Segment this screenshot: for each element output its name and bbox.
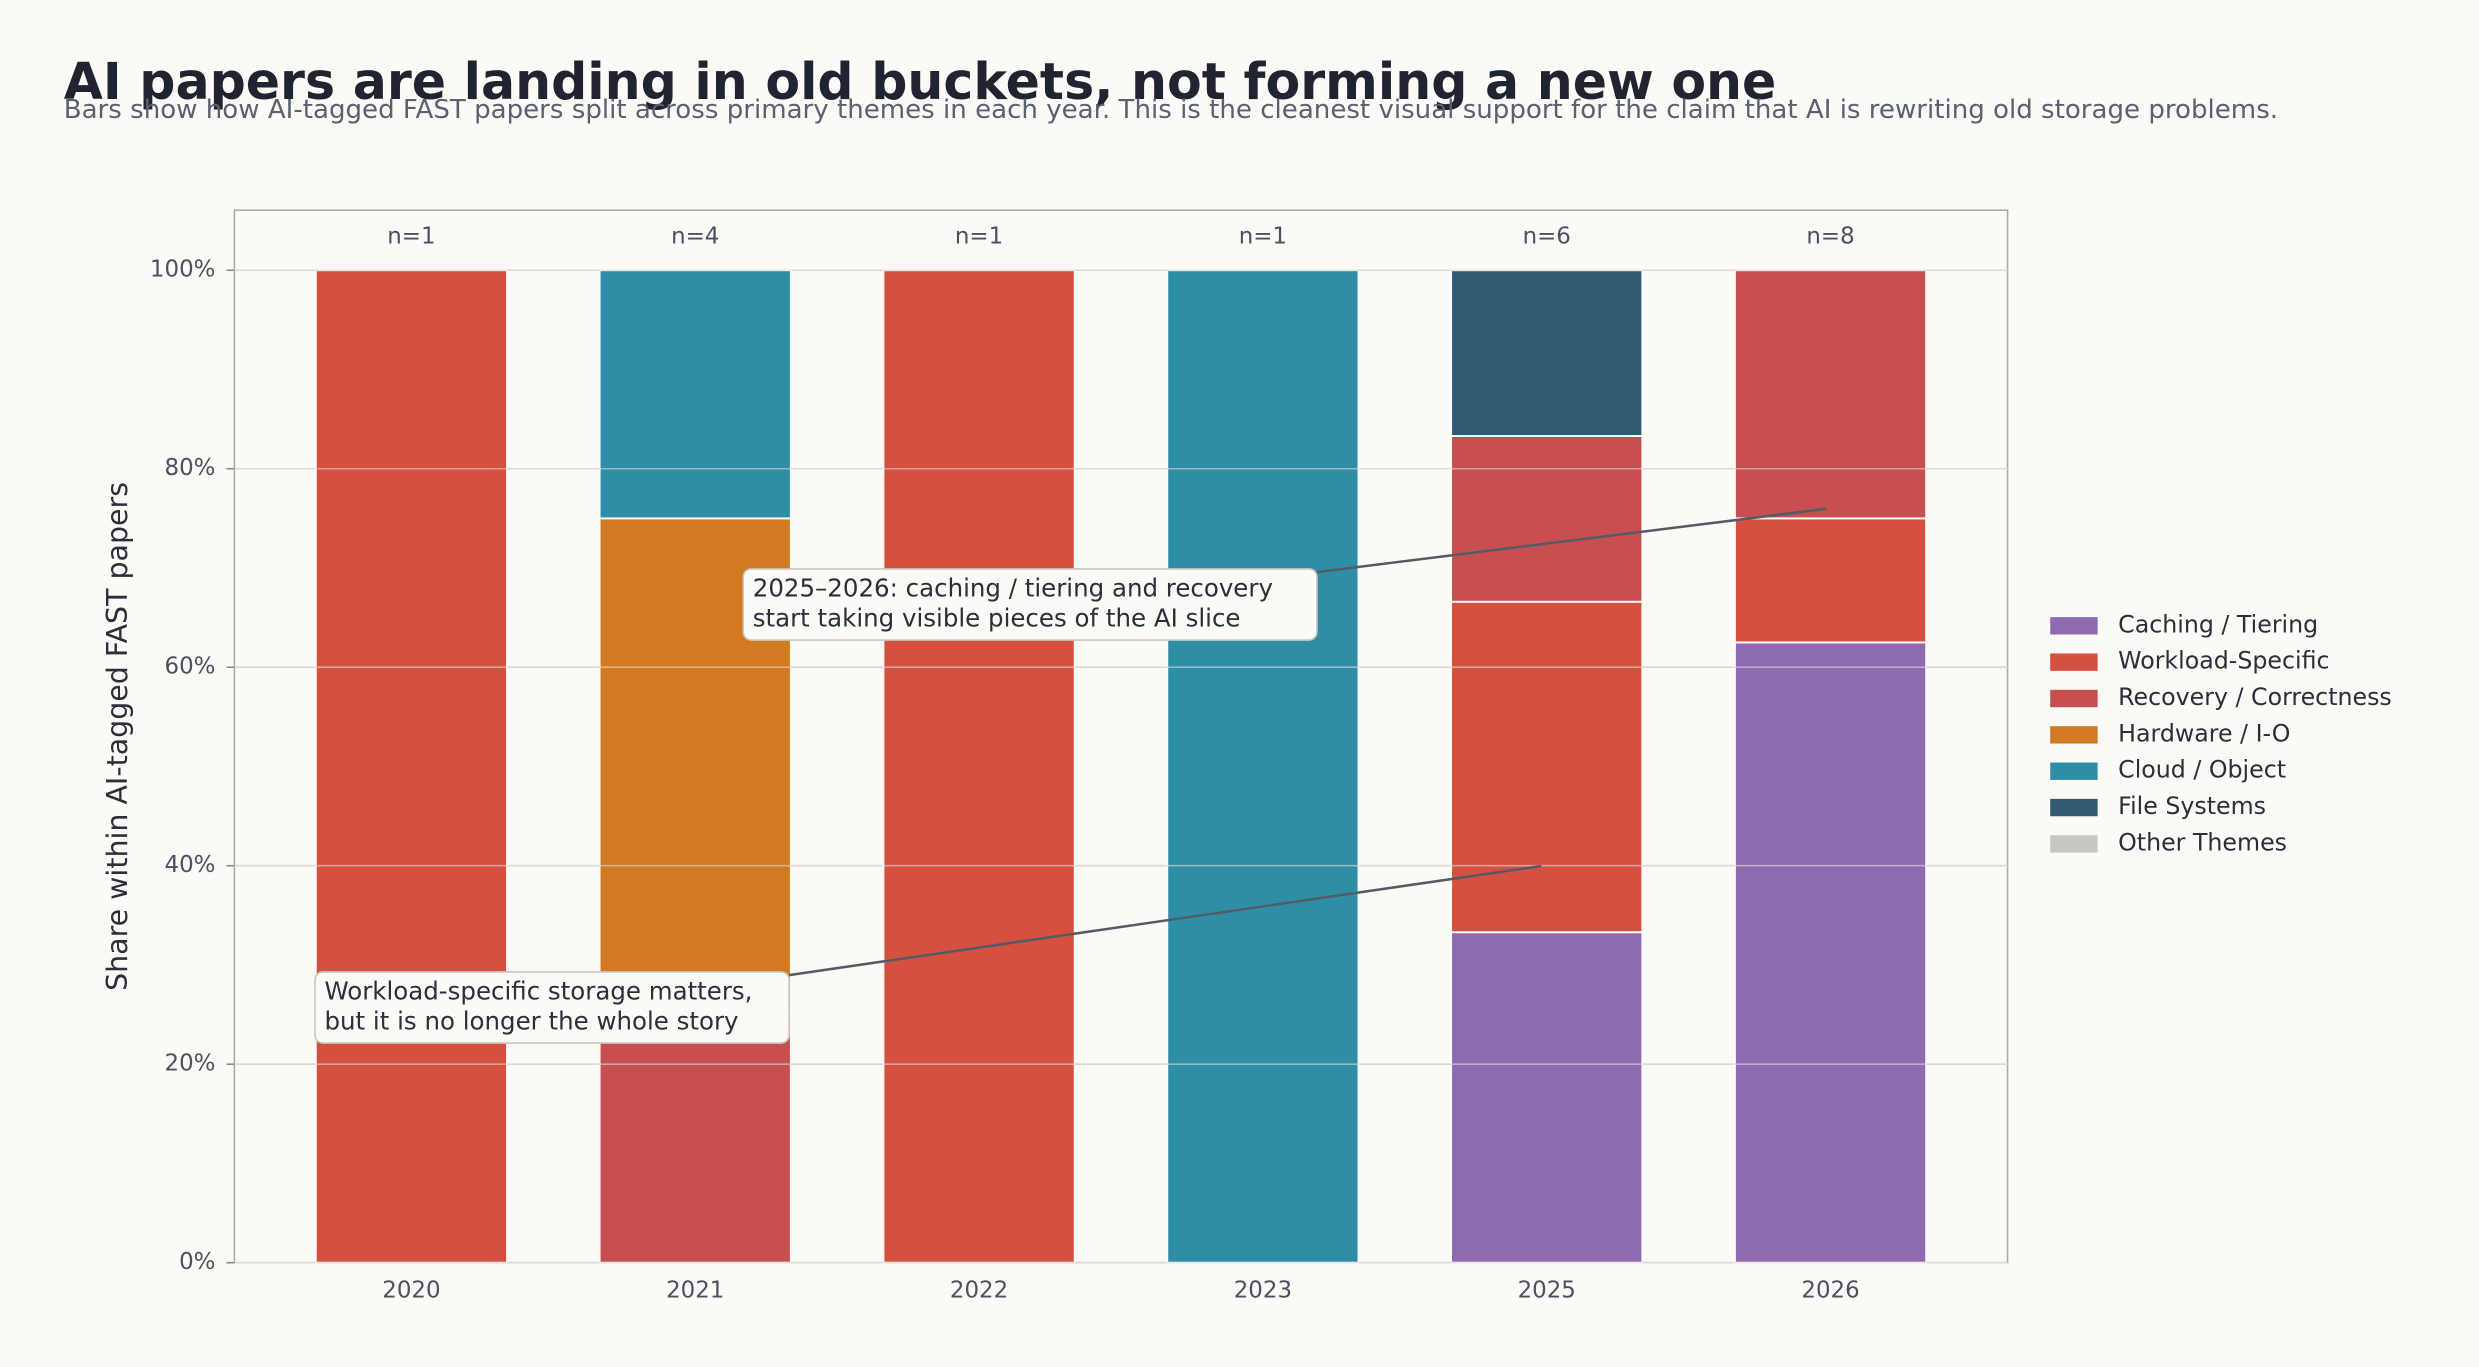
y-axis-label: Share within AI-tagged FAST papers: [101, 482, 134, 991]
chart-subtitle: Bars show how AI-tagged FAST papers spli…: [64, 95, 2278, 125]
y-tick-label: 0%: [179, 1249, 215, 1275]
annotation-text: but it is no longer the whole story: [324, 1006, 738, 1035]
x-tick-label: 2026: [1801, 1278, 1859, 1304]
annotation-box: [742, 568, 1318, 641]
bar-count-label: n=6: [1523, 224, 1571, 250]
bar-segment: [1450, 435, 1644, 603]
bar-count-label: n=1: [387, 224, 435, 250]
annotation-arrow: [1316, 507, 1826, 574]
bar-count-label: n=1: [1239, 224, 1287, 250]
bar-count-label: n=4: [671, 224, 719, 250]
bar-segment: [882, 269, 1076, 1264]
plot-area: [233, 209, 2009, 1264]
legend-label: File Systems: [2118, 792, 2266, 820]
legend-swatch: [2050, 726, 2098, 744]
annotation-box: [314, 971, 790, 1044]
bar-count-label: n=1: [955, 224, 1003, 250]
bar-segment: [1450, 600, 1644, 934]
bar-segment: [598, 269, 792, 520]
legend-swatch: [2050, 762, 2098, 780]
bar-segment: [598, 1013, 792, 1264]
legend-label: Workload-Specific: [2118, 647, 2329, 675]
y-tick-label: 40%: [165, 852, 216, 878]
x-tick-label: 2025: [1518, 1278, 1576, 1304]
legend-label: Caching / Tiering: [2118, 610, 2318, 638]
x-tick-label: 2020: [382, 1278, 440, 1304]
legend-label: Cloud / Object: [2118, 756, 2286, 784]
legend-swatch: [2050, 798, 2098, 817]
annotation-text: 2025–2026: caching / tiering and recover…: [753, 573, 1273, 602]
legend-label: Hardware / I-O: [2118, 719, 2290, 747]
bar-segment: [314, 269, 508, 1264]
legend-swatch: [2050, 835, 2098, 853]
y-tick-label: 100%: [150, 257, 216, 283]
bar-count-label: n=8: [1806, 224, 1854, 250]
bar-segment: [1450, 931, 1644, 1264]
y-tick-label: 80%: [165, 455, 216, 481]
bar-segment: [1733, 517, 1928, 644]
legend-swatch: [2050, 689, 2098, 708]
bar-segment: [1450, 269, 1644, 437]
bar-segment: [1166, 269, 1360, 1264]
annotation-arrow: [788, 864, 1542, 977]
y-tick-label: 20%: [165, 1051, 216, 1077]
bar-segment: [1733, 641, 1928, 1264]
annotation-text: Workload-specific storage matters,: [324, 976, 752, 1005]
x-tick-label: 2023: [1234, 1278, 1292, 1304]
chart-title: AI papers are landing in old buckets, no…: [64, 52, 1777, 111]
legend-label: Recovery / Correctness: [2118, 683, 2392, 711]
y-tick-label: 60%: [165, 654, 216, 680]
legend-swatch: [2050, 617, 2098, 635]
x-tick-label: 2021: [666, 1278, 724, 1304]
legend-label: Other Themes: [2118, 828, 2287, 856]
legend-swatch: [2050, 653, 2098, 671]
x-tick-label: 2022: [950, 1278, 1008, 1304]
annotation-text: start taking visible pieces of the AI sl…: [753, 603, 1241, 632]
bar-segment: [1733, 269, 1928, 520]
